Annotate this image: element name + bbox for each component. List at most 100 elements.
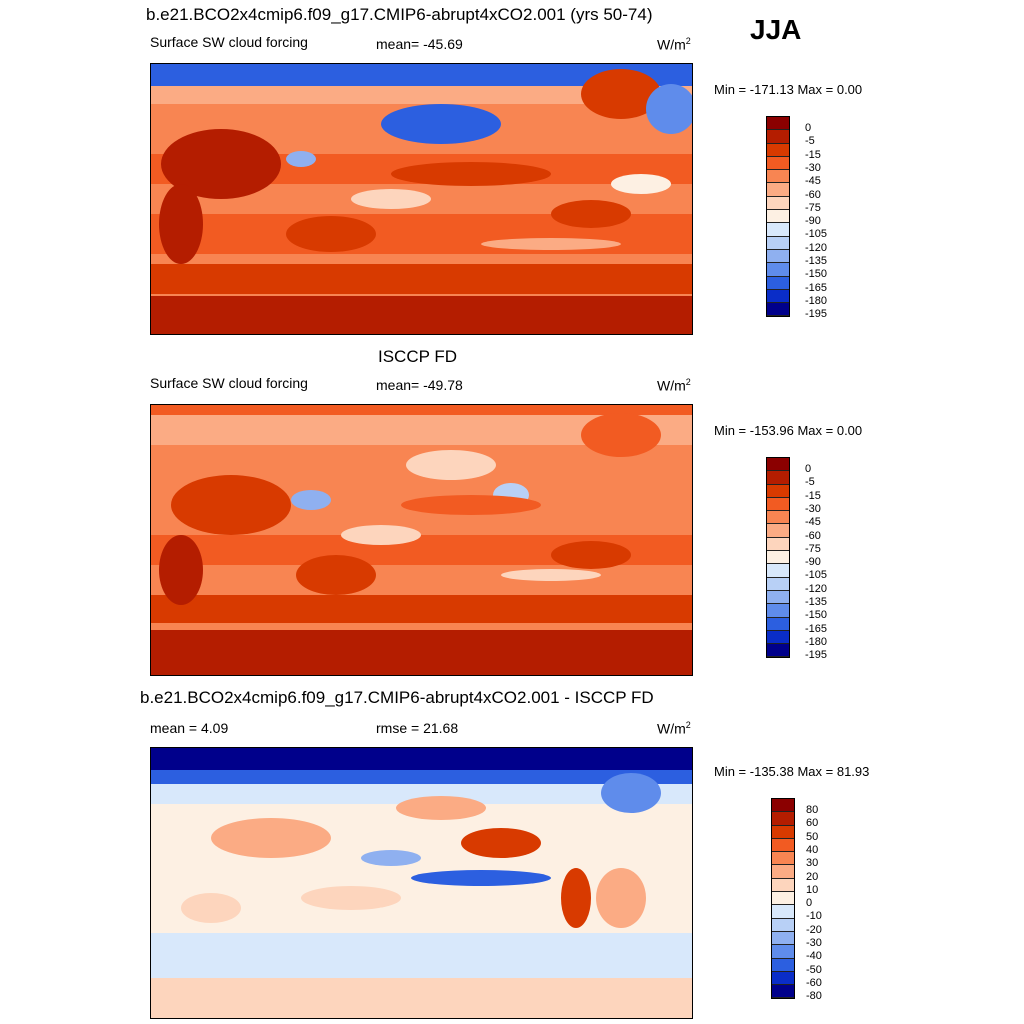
colorbar-swatch	[767, 289, 789, 304]
colorbar-tick-label: -120	[805, 582, 828, 595]
panel1-title: b.e21.BCO2x4cmip6.f09_g17.CMIP6-abrupt4x…	[146, 5, 653, 24]
colorbar-swatch	[772, 878, 794, 893]
colorbar-swatch	[772, 918, 794, 932]
panel3-colorbar	[771, 798, 795, 1000]
colorbar-swatch	[767, 458, 789, 472]
colorbar-swatch	[767, 130, 789, 144]
panel3-mean: mean = 4.09	[150, 720, 229, 736]
colorbar-swatch	[767, 170, 789, 184]
colorbar-swatch	[767, 577, 789, 591]
colorbar-swatch	[772, 812, 794, 826]
colorbar-tick-label: -30	[805, 161, 821, 174]
colorbar-tick-label: -30	[806, 937, 822, 949]
panel1-minmax: Min = -171.13 Max = 0.00	[714, 82, 863, 97]
colorbar-tick-label: -120	[805, 241, 828, 254]
colorbar-swatch	[767, 590, 789, 605]
panel2-variable: Surface SW cloud forcing	[150, 375, 308, 391]
panel1-colorbar	[766, 116, 790, 318]
panel3-map	[150, 747, 693, 1019]
panel2-units: W/m2	[657, 377, 691, 394]
colorbar-tick-label: 40	[806, 843, 819, 856]
panel3-title: b.e21.BCO2x4cmip6.f09_g17.CMIP6-abrupt4x…	[140, 688, 654, 707]
colorbar-tick-label: -75	[805, 201, 821, 214]
colorbar-swatch	[767, 644, 789, 658]
colorbar-tick-label: -60	[805, 529, 821, 542]
colorbar-tick-label: -195	[805, 308, 828, 321]
colorbar-swatch	[772, 865, 794, 879]
colorbar-swatch	[767, 604, 789, 618]
panel2-minmax: Min = -153.96 Max = 0.00	[714, 423, 863, 438]
colorbar-swatch	[772, 905, 794, 919]
colorbar-swatch	[772, 825, 794, 839]
colorbar-tick-label: -75	[805, 542, 821, 555]
panel3-minmax: Min = -135.38 Max = 81.93	[714, 764, 870, 779]
panel3-units: W/m2	[657, 720, 691, 737]
colorbar-swatch	[772, 945, 794, 959]
colorbar-swatch	[767, 236, 789, 250]
colorbar-swatch	[767, 276, 789, 290]
colorbar-tick-label: 30	[806, 857, 819, 870]
colorbar-swatch	[767, 471, 789, 485]
colorbar-tick-label: -80	[806, 990, 822, 1003]
colorbar-swatch	[772, 958, 794, 972]
colorbar-tick-label: -5	[805, 135, 815, 148]
colorbar-tick-label: -90	[805, 215, 821, 228]
panel3-rmse: rmse = 21.68	[376, 720, 459, 736]
colorbar-swatch	[767, 484, 789, 498]
panel2-map	[150, 404, 693, 676]
colorbar-tick-label: 20	[806, 870, 819, 883]
panel2-colorbar	[766, 457, 790, 659]
colorbar-tick-label: -15	[805, 489, 821, 502]
colorbar-swatch	[767, 156, 789, 171]
colorbar-tick-label: -40	[806, 950, 822, 963]
colorbar-swatch	[767, 497, 789, 512]
panel3-map-field	[151, 748, 692, 1018]
colorbar-tick-label: -60	[805, 188, 821, 201]
colorbar-swatch	[772, 892, 794, 906]
colorbar-tick-label: -15	[805, 148, 821, 161]
colorbar-swatch	[767, 196, 789, 211]
colorbar-swatch	[767, 303, 789, 317]
panel2-mean: mean= -49.78	[376, 377, 463, 393]
colorbar-swatch	[767, 249, 789, 264]
colorbar-swatch	[767, 183, 789, 197]
colorbar-tick-label: -195	[805, 649, 828, 662]
panel1-mean: mean= -45.69	[376, 36, 463, 52]
colorbar-swatch	[772, 852, 794, 866]
colorbar-swatch	[767, 551, 789, 565]
colorbar-swatch	[772, 971, 794, 986]
colorbar-tick-label: -10	[806, 910, 822, 923]
colorbar-tick-label: -45	[805, 516, 821, 529]
colorbar-swatch	[772, 799, 794, 813]
panel1-units: W/m2	[657, 36, 691, 53]
colorbar-tick-label: -105	[805, 569, 828, 582]
colorbar-swatch	[767, 630, 789, 645]
panel1-map-field	[151, 64, 692, 334]
panel1-variable: Surface SW cloud forcing	[150, 34, 308, 50]
colorbar-swatch	[772, 931, 794, 946]
colorbar-swatch	[772, 985, 794, 999]
colorbar-tick-label: -20	[806, 923, 822, 936]
colorbar-tick-label: -165	[805, 281, 828, 294]
colorbar-swatch	[767, 617, 789, 631]
colorbar-tick-label: -180	[805, 635, 828, 648]
colorbar-tick-label: -180	[805, 294, 828, 307]
colorbar-swatch	[767, 537, 789, 552]
colorbar-tick-label: 60	[806, 817, 819, 830]
colorbar-tick-label: -105	[805, 228, 828, 241]
colorbar-tick-label: -150	[805, 268, 828, 281]
colorbar-tick-label: -135	[805, 255, 828, 267]
colorbar-swatch	[767, 524, 789, 538]
colorbar-swatch	[767, 263, 789, 277]
colorbar-swatch	[767, 143, 789, 157]
colorbar-swatch	[767, 223, 789, 237]
colorbar-tick-label: 10	[806, 883, 819, 896]
colorbar-swatch	[767, 210, 789, 224]
colorbar-swatch	[767, 564, 789, 578]
colorbar-tick-label: 50	[806, 830, 819, 843]
colorbar-tick-label: 0	[806, 897, 813, 910]
colorbar-swatch	[767, 511, 789, 525]
colorbar-swatch	[772, 838, 794, 853]
colorbar-tick-label: -165	[805, 622, 828, 635]
colorbar-tick-label: -5	[805, 476, 815, 489]
